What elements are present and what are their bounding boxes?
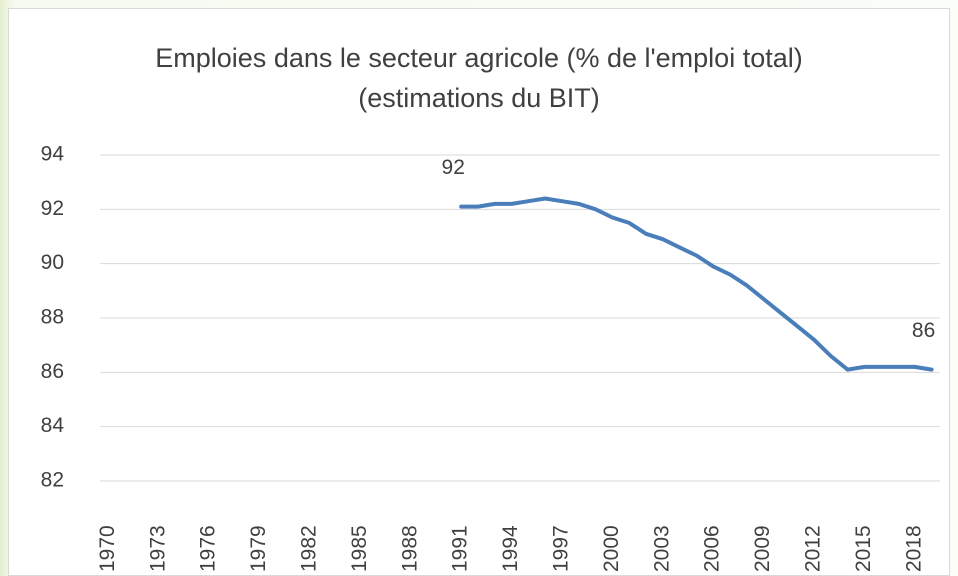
x-tick-label: 1991 [449, 525, 472, 572]
x-tick-label: 2012 [802, 525, 825, 572]
y-tick-label: 94 [41, 143, 65, 166]
data-label: 86 [912, 319, 935, 342]
x-tick-label: 1976 [197, 525, 220, 572]
x-tick-label: 2009 [751, 525, 774, 572]
x-tick-label: 1979 [247, 525, 270, 572]
y-tick-label: 82 [41, 469, 64, 492]
x-tick-label: 1997 [550, 525, 573, 572]
data-line [459, 196, 934, 372]
x-tick-label: 2000 [600, 525, 623, 572]
x-tick-label: 1985 [348, 525, 371, 572]
x-tick-label: 2003 [650, 525, 673, 572]
x-tick-label: 2015 [852, 525, 875, 572]
x-tick-label: 2018 [902, 525, 925, 572]
y-tick-label: 84 [41, 414, 65, 437]
data-label: 92 [442, 156, 465, 179]
chart-title: Emploies dans le secteur agricole (% de … [155, 43, 803, 113]
y-tick-label: 88 [41, 306, 64, 329]
x-tick-label: 2006 [701, 525, 724, 572]
y-tick-label: 92 [41, 197, 64, 220]
x-tick-label: 1994 [499, 525, 522, 572]
y-tick-label: 90 [41, 251, 64, 274]
x-tick-label: 1970 [96, 525, 119, 572]
y-tick-label: 86 [41, 360, 64, 383]
x-tick-label: 1982 [298, 525, 321, 572]
x-tick-label: 1988 [398, 525, 421, 572]
x-tick-label: 1973 [146, 525, 169, 572]
